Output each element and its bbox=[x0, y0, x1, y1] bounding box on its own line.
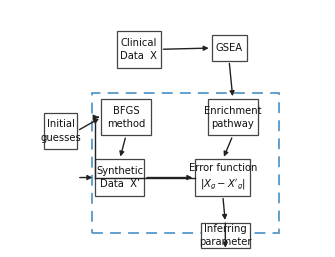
Bar bbox=[44, 113, 77, 149]
Text: Enrichment
pathway: Enrichment pathway bbox=[204, 106, 262, 129]
Text: Inferring
parameter: Inferring parameter bbox=[199, 224, 252, 247]
Bar bbox=[208, 99, 258, 135]
Bar bbox=[92, 93, 279, 233]
Text: Error function
$|X_g - X'_g|$: Error function $|X_g - X'_g|$ bbox=[189, 163, 257, 192]
Bar bbox=[211, 35, 247, 61]
Text: Clinical
Data  X: Clinical Data X bbox=[120, 38, 157, 61]
Bar bbox=[95, 159, 144, 196]
Bar bbox=[201, 223, 250, 248]
Bar bbox=[102, 99, 150, 135]
Text: GSEA: GSEA bbox=[215, 43, 243, 53]
Text: Synthetic
Data  X’: Synthetic Data X’ bbox=[96, 166, 143, 189]
Bar bbox=[117, 31, 160, 68]
Text: Initial
guesses: Initial guesses bbox=[40, 120, 81, 143]
Text: BFGS
method: BFGS method bbox=[107, 106, 145, 129]
Bar bbox=[195, 159, 251, 196]
